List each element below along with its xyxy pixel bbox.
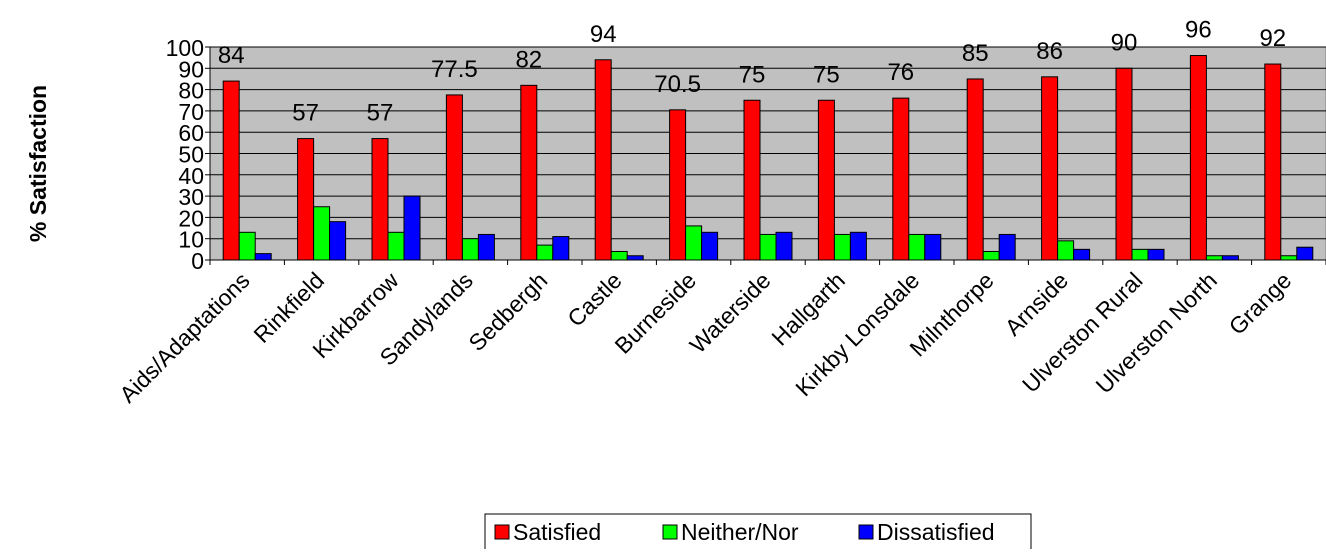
bar-neither-nor xyxy=(982,250,1000,261)
bar-neither-nor xyxy=(610,250,628,261)
legend-swatch xyxy=(662,524,678,540)
bar-neither-nor xyxy=(1205,255,1223,261)
bar-neither-nor xyxy=(536,244,554,261)
bar-dissatisfied xyxy=(477,233,495,261)
data-label: 92 xyxy=(1259,25,1286,52)
x-tick-label: Aids/Adaptations xyxy=(114,267,254,407)
bar-neither-nor xyxy=(908,233,926,261)
bar-neither-nor xyxy=(759,233,777,261)
bar-satisfied xyxy=(817,99,835,261)
legend-swatch xyxy=(494,524,510,540)
y-tick-label: 80 xyxy=(178,78,204,104)
x-tick-label: Waterside xyxy=(685,267,776,358)
bar-dissatisfied xyxy=(849,231,867,261)
bar-dissatisfied xyxy=(626,255,644,261)
data-label: 77.5 xyxy=(431,56,478,83)
bar-neither-nor xyxy=(685,225,703,261)
bar-dissatisfied xyxy=(1296,246,1314,261)
data-label: 76 xyxy=(887,59,914,86)
bar-satisfied xyxy=(297,138,315,261)
bar-neither-nor xyxy=(1280,255,1298,261)
x-tick-label: Sedbergh xyxy=(463,267,552,356)
bar-satisfied xyxy=(1189,55,1207,261)
bar-neither-nor xyxy=(1131,248,1149,261)
legend-label: Neither/Nor xyxy=(681,519,799,545)
data-label: 94 xyxy=(590,21,617,48)
bar-neither-nor xyxy=(833,233,851,261)
data-label: 96 xyxy=(1185,17,1212,44)
bar-dissatisfied xyxy=(701,231,719,261)
bar-dissatisfied xyxy=(1147,248,1165,261)
data-label: 75 xyxy=(739,61,766,88)
x-tick-label: Castle xyxy=(562,267,626,331)
bar-satisfied xyxy=(222,80,240,261)
bar-satisfied xyxy=(1115,67,1133,261)
data-label: 86 xyxy=(1036,38,1063,65)
bar-satisfied xyxy=(1041,76,1059,261)
bar-satisfied xyxy=(371,138,389,261)
data-label: 82 xyxy=(515,46,542,73)
data-label: 90 xyxy=(1111,29,1138,56)
bar-neither-nor xyxy=(387,231,405,261)
bar-satisfied xyxy=(743,99,761,261)
bar-satisfied xyxy=(445,94,463,261)
data-label: 84 xyxy=(218,42,245,69)
bar-dissatisfied xyxy=(998,233,1016,261)
bar-neither-nor xyxy=(1057,240,1075,261)
y-tick-label: 30 xyxy=(178,184,204,210)
bar-satisfied xyxy=(669,109,687,261)
bar-neither-nor xyxy=(313,206,331,261)
bar-satisfied xyxy=(1264,63,1282,261)
y-tick-label: 20 xyxy=(178,205,204,231)
bar-dissatisfied xyxy=(254,253,272,261)
y-tick-label: 50 xyxy=(178,142,204,168)
bar-satisfied xyxy=(594,59,612,261)
data-label: 75 xyxy=(813,61,840,88)
data-label: 70.5 xyxy=(654,71,701,98)
y-tick-label: 10 xyxy=(178,227,204,253)
y-tick-label: 100 xyxy=(166,35,204,61)
data-label: 57 xyxy=(367,100,394,127)
bar-neither-nor xyxy=(238,231,256,261)
y-tick-label: 70 xyxy=(178,99,204,125)
bar-dissatisfied xyxy=(1221,255,1239,261)
bar-dissatisfied xyxy=(552,236,570,261)
bar-dissatisfied xyxy=(775,231,793,261)
y-axis-title: % Satisfaction xyxy=(25,85,51,242)
bar-satisfied xyxy=(520,84,538,261)
bar-neither-nor xyxy=(461,238,479,261)
legend-label: Satisfied xyxy=(513,519,601,545)
data-label: 57 xyxy=(292,100,319,127)
legend-swatch xyxy=(858,524,874,540)
x-tick-label: Arnside xyxy=(1000,267,1074,341)
legend-label: Dissatisfied xyxy=(877,519,995,545)
bar-dissatisfied xyxy=(1073,248,1091,261)
bar-satisfied xyxy=(892,97,910,261)
y-tick-label: 40 xyxy=(178,163,204,189)
y-tick-label: 90 xyxy=(178,56,204,82)
x-tick-label: Burneside xyxy=(610,267,702,359)
y-tick-label: 0 xyxy=(191,248,204,274)
bar-dissatisfied xyxy=(329,221,347,261)
bar-dissatisfied xyxy=(403,195,421,261)
y-tick-label: 60 xyxy=(178,120,204,146)
bar-dissatisfied xyxy=(924,233,942,261)
bar-satisfied xyxy=(966,78,984,261)
x-tick-label: Grange xyxy=(1224,267,1297,340)
data-label: 85 xyxy=(962,40,989,67)
legend-box xyxy=(484,513,1032,554)
